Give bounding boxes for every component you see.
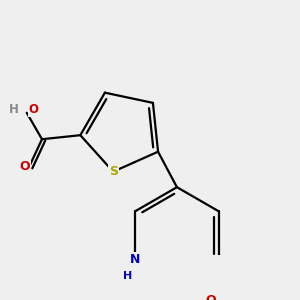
Text: H: H <box>9 103 19 116</box>
Text: N: N <box>130 253 140 266</box>
Text: O: O <box>28 103 38 116</box>
Text: H: H <box>122 271 132 281</box>
Text: O: O <box>19 160 30 173</box>
Text: S: S <box>109 165 118 178</box>
Text: O: O <box>206 294 216 300</box>
